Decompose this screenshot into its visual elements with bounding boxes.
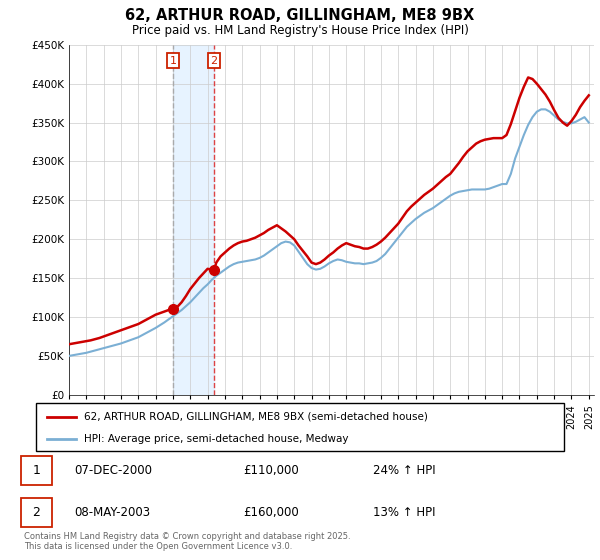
Text: 1: 1 bbox=[32, 464, 40, 477]
Text: 07-DEC-2000: 07-DEC-2000 bbox=[74, 464, 152, 477]
Text: £160,000: £160,000 bbox=[244, 506, 299, 519]
Text: 62, ARTHUR ROAD, GILLINGHAM, ME8 9BX: 62, ARTHUR ROAD, GILLINGHAM, ME8 9BX bbox=[125, 8, 475, 24]
Bar bbox=[173, 45, 214, 395]
FancyBboxPatch shape bbox=[21, 498, 52, 527]
Text: Contains HM Land Registry data © Crown copyright and database right 2025.
This d: Contains HM Land Registry data © Crown c… bbox=[24, 532, 350, 552]
Text: 62, ARTHUR ROAD, GILLINGHAM, ME8 9BX (semi-detached house): 62, ARTHUR ROAD, GILLINGHAM, ME8 9BX (se… bbox=[83, 412, 427, 422]
Text: HPI: Average price, semi-detached house, Medway: HPI: Average price, semi-detached house,… bbox=[83, 434, 348, 444]
Text: 2: 2 bbox=[211, 55, 218, 66]
Text: 1: 1 bbox=[169, 55, 176, 66]
Text: 2: 2 bbox=[32, 506, 40, 519]
Text: 24% ↑ HPI: 24% ↑ HPI bbox=[373, 464, 436, 477]
Text: 13% ↑ HPI: 13% ↑ HPI bbox=[373, 506, 436, 519]
Text: Price paid vs. HM Land Registry's House Price Index (HPI): Price paid vs. HM Land Registry's House … bbox=[131, 24, 469, 36]
FancyBboxPatch shape bbox=[21, 456, 52, 484]
FancyBboxPatch shape bbox=[36, 403, 564, 451]
Text: 08-MAY-2003: 08-MAY-2003 bbox=[74, 506, 151, 519]
Text: £110,000: £110,000 bbox=[244, 464, 299, 477]
